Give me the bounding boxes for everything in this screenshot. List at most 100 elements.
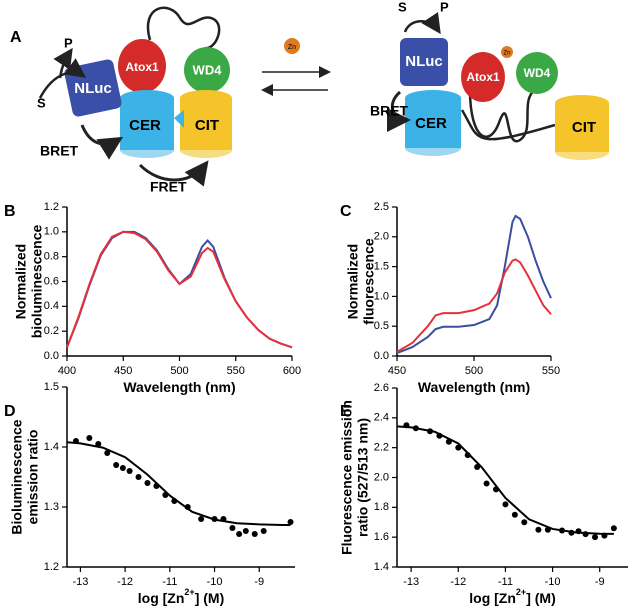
data-point xyxy=(251,531,258,537)
y-tick-label: 2.6 xyxy=(374,382,389,394)
atox1-domain xyxy=(118,39,166,93)
y-tick-label: 2.0 xyxy=(374,471,389,483)
zinc-ion xyxy=(501,46,513,58)
notch xyxy=(174,110,184,128)
label: Atox1 xyxy=(125,60,159,74)
y-tick-label: 2.2 xyxy=(374,442,389,454)
y-axis-title: ratio (527/513 nm) xyxy=(355,418,371,537)
y-axis-title: Normalized xyxy=(13,244,29,319)
x-tick-label: 500 xyxy=(170,365,188,377)
x-tick-label: -11 xyxy=(162,576,177,588)
panel-label: B xyxy=(4,203,16,220)
label: BRET xyxy=(370,103,409,119)
x-tick-label: 550 xyxy=(227,365,245,377)
linker xyxy=(460,109,556,141)
cit-body xyxy=(555,103,609,152)
y-tick-label: 1.5 xyxy=(44,381,59,393)
cer-top xyxy=(120,90,174,106)
data-point xyxy=(474,464,481,471)
curve xyxy=(396,258,552,353)
label: P xyxy=(64,35,73,50)
x-axis-title: Wavelength (nm) xyxy=(418,379,530,395)
arrow xyxy=(386,90,411,132)
data-point xyxy=(86,435,93,441)
data-point xyxy=(236,531,243,537)
panel-label: A xyxy=(10,29,22,46)
x-tick-label: -9 xyxy=(595,576,605,588)
data-point xyxy=(260,528,267,534)
x-tick-label: -13 xyxy=(403,576,419,588)
label: NLuc xyxy=(405,53,443,70)
panel-label: D xyxy=(4,403,16,420)
x-axis-title: log [Zn2+] (M) xyxy=(469,587,555,605)
arrow xyxy=(80,124,124,160)
panel-label: C xyxy=(340,203,352,220)
arrow xyxy=(53,47,73,79)
y-tick-label: 1.8 xyxy=(374,501,389,513)
y-axis-title: Fluorescence emission xyxy=(339,400,355,555)
label: NLuc xyxy=(74,80,112,97)
x-axis-title-part: Wavelength (nm) xyxy=(418,379,530,395)
y-tick-label: 1.5 xyxy=(374,261,389,273)
atox1-domain xyxy=(461,52,505,102)
data-point xyxy=(535,526,542,533)
y-axis-title: emission ratio xyxy=(25,430,41,525)
data-point xyxy=(592,534,598,541)
zinc-ion xyxy=(284,38,300,54)
x-tick-label: 400 xyxy=(58,365,76,377)
y-tick-label: 1.0 xyxy=(374,290,389,302)
curve xyxy=(66,230,293,349)
data-point xyxy=(144,480,151,486)
cer-body xyxy=(120,98,174,150)
x-axis-title-part: Wavelength (nm) xyxy=(123,379,235,395)
cer-top xyxy=(405,90,461,106)
arrow xyxy=(138,160,209,187)
y-tick-label: 1.6 xyxy=(374,531,389,543)
data-point xyxy=(521,519,528,526)
x-tick-label: 450 xyxy=(388,365,406,377)
x-tick-label: -12 xyxy=(450,576,466,588)
data-point xyxy=(229,525,236,531)
label: Zn xyxy=(503,51,510,57)
label: Zn xyxy=(288,44,296,51)
y-tick-label: 0.0 xyxy=(44,350,59,362)
label: WD4 xyxy=(524,66,551,80)
x-tick-label: -10 xyxy=(207,576,223,588)
y-tick-label: 1.4 xyxy=(374,561,389,573)
label: P xyxy=(440,0,449,14)
x-tick-label: 450 xyxy=(114,365,132,377)
data-point xyxy=(511,511,518,518)
label: CER xyxy=(129,117,161,134)
y-tick-label: 1.3 xyxy=(44,501,59,513)
cer-body xyxy=(405,98,461,148)
x-axis-title-part: ] (M) xyxy=(195,590,225,606)
label: CER xyxy=(415,115,447,132)
linker xyxy=(146,6,221,50)
x-tick-label: -9 xyxy=(254,576,264,588)
x-tick-label: 550 xyxy=(542,365,560,377)
x-axis-title-part: 2+ xyxy=(516,587,526,597)
y-tick-label: 1.2 xyxy=(44,201,59,213)
data-point xyxy=(198,516,205,522)
y-tick-label: 2.5 xyxy=(374,201,389,213)
cit-top xyxy=(555,95,609,111)
label: CIT xyxy=(195,117,219,134)
curve xyxy=(396,214,552,354)
data-point xyxy=(610,525,617,532)
data-point xyxy=(126,468,133,474)
y-axis-title: fluorescence xyxy=(361,238,377,325)
data-point xyxy=(113,462,120,468)
data-point xyxy=(287,519,294,525)
x-axis-title-part: log [Zn xyxy=(469,590,516,606)
y-tick-label: 1.0 xyxy=(44,226,59,238)
label: S xyxy=(398,0,407,14)
data-point xyxy=(483,480,490,487)
y-tick-label: 0.2 xyxy=(44,325,59,337)
label: BRET xyxy=(40,143,79,159)
wd4-domain xyxy=(184,47,230,93)
y-axis-title: Normalized xyxy=(345,244,361,319)
label: WD4 xyxy=(193,62,223,77)
x-tick-label: 500 xyxy=(465,365,483,377)
y-tick-label: 2.4 xyxy=(374,412,389,424)
x-tick-label: -10 xyxy=(545,576,561,588)
